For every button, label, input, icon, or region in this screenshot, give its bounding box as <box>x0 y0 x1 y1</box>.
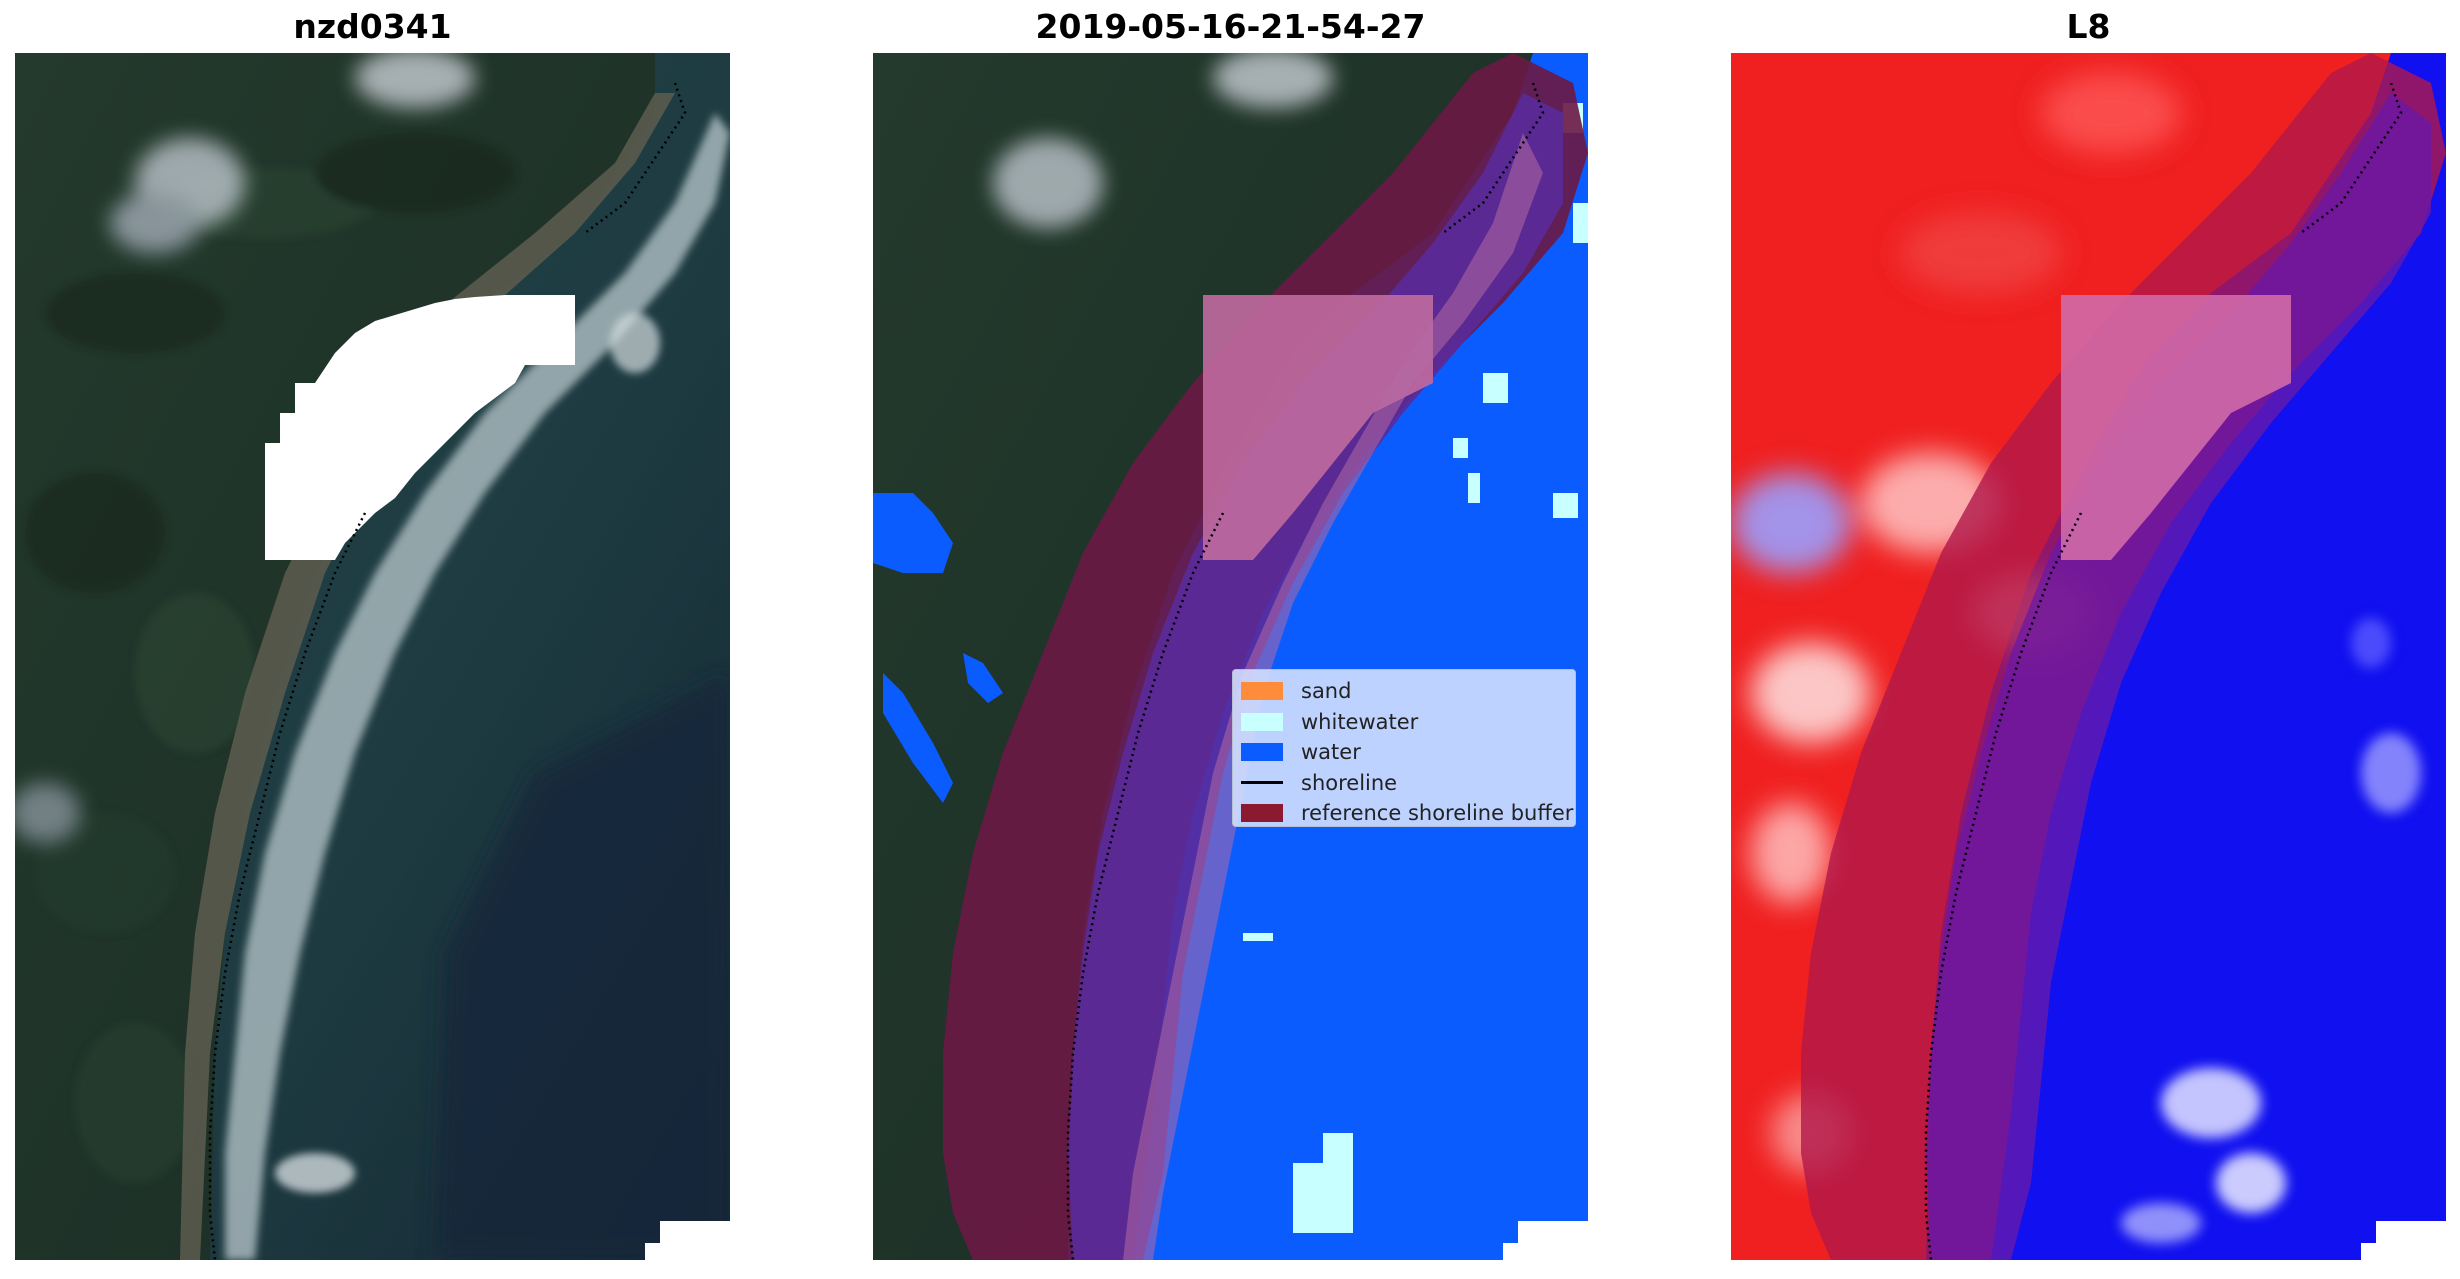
classification-panel <box>873 53 1588 1260</box>
legend-item-shoreline: shoreline <box>1241 768 1567 799</box>
panel-title-index: L8 <box>2066 7 2111 46</box>
legend: sand whitewater water shoreline referenc… <box>1232 669 1576 827</box>
shoreline-top <box>584 82 687 234</box>
rgb-image <box>15 53 730 1260</box>
index-image <box>1731 53 2446 1260</box>
legend-swatch-buffer <box>1241 804 1283 823</box>
legend-label-sand: sand <box>1301 679 1352 704</box>
legend-item-water: water <box>1241 737 1567 768</box>
cloud-mask-polygon <box>265 295 575 560</box>
legend-swatch-whitewater <box>1241 712 1283 731</box>
legend-item-sand: sand <box>1241 676 1567 707</box>
classification-image <box>873 53 1588 1260</box>
panel-title-classification: 2019-05-16-21-54-27 <box>1035 7 1426 46</box>
legend-line-shoreline <box>1241 781 1283 785</box>
legend-label-water: water <box>1301 740 1361 765</box>
rgb-image-panel <box>15 53 730 1260</box>
legend-item-whitewater: whitewater <box>1241 707 1567 738</box>
legend-label-shoreline: shoreline <box>1301 770 1398 795</box>
legend-label-buffer: reference shoreline buffer <box>1301 801 1574 826</box>
legend-item-buffer: reference shoreline buffer <box>1241 798 1573 829</box>
panel-title-rgb: nzd0341 <box>293 7 452 46</box>
index-image-panel <box>1731 53 2446 1260</box>
legend-label-whitewater: whitewater <box>1301 709 1419 734</box>
legend-swatch-water <box>1241 743 1283 762</box>
legend-swatch-sand <box>1241 682 1283 701</box>
